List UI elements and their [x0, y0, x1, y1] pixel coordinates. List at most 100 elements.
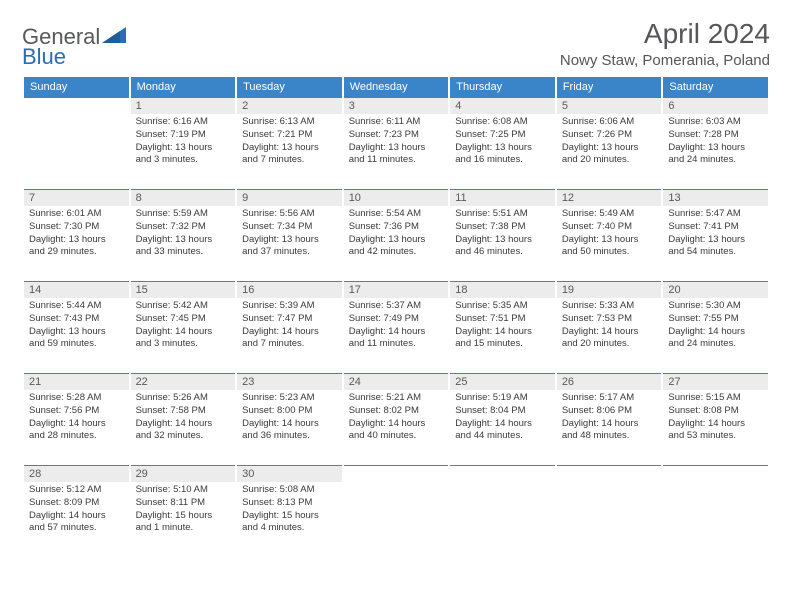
- sunrise-label: Sunrise:: [349, 300, 384, 311]
- sunset-value: 7:28 PM: [703, 129, 738, 140]
- day-info: Sunrise: 6:08 AMSunset: 7:25 PMDaylight:…: [450, 114, 555, 169]
- sunrise-value: 5:26 AM: [173, 392, 208, 403]
- sunrise-label: Sunrise:: [136, 300, 171, 311]
- sunset-label: Sunset:: [562, 129, 594, 140]
- day-number: 5: [557, 98, 662, 114]
- dow-wednesday: Wednesday: [344, 77, 449, 97]
- sunset-line: Sunset: 7:41 PM: [668, 221, 763, 234]
- daylight-label: Daylight:: [455, 234, 492, 245]
- daylight-line: Daylight: 14 hours and 7 minutes.: [242, 326, 337, 352]
- sunset-value: 7:56 PM: [64, 405, 99, 416]
- day-info: Sunrise: 5:37 AMSunset: 7:49 PMDaylight:…: [344, 298, 449, 353]
- sunset-label: Sunset:: [29, 497, 61, 508]
- day-cell: 14Sunrise: 5:44 AMSunset: 7:43 PMDayligh…: [24, 281, 129, 367]
- sunrise-label: Sunrise:: [349, 208, 384, 219]
- daylight-label: Daylight:: [136, 326, 173, 337]
- sunset-label: Sunset:: [455, 313, 487, 324]
- sunset-value: 8:11 PM: [170, 497, 205, 508]
- sunrise-line: Sunrise: 5:35 AM: [455, 300, 550, 313]
- sunset-label: Sunset:: [29, 313, 61, 324]
- sunrise-value: 5:33 AM: [599, 300, 634, 311]
- day-info: Sunrise: 5:35 AMSunset: 7:51 PMDaylight:…: [450, 298, 555, 353]
- sunset-label: Sunset:: [136, 405, 168, 416]
- sunset-value: 7:36 PM: [384, 221, 419, 232]
- day-info: Sunrise: 5:59 AMSunset: 7:32 PMDaylight:…: [131, 206, 236, 261]
- sunrise-line: Sunrise: 5:42 AM: [136, 300, 231, 313]
- sunrise-value: 5:42 AM: [173, 300, 208, 311]
- sunrise-line: Sunrise: 6:11 AM: [349, 116, 444, 129]
- day-cell: 25Sunrise: 5:19 AMSunset: 8:04 PMDayligh…: [450, 373, 555, 459]
- sunset-value: 7:41 PM: [703, 221, 738, 232]
- sunset-value: 7:40 PM: [597, 221, 632, 232]
- daylight-label: Daylight:: [29, 510, 66, 521]
- daylight-line: Daylight: 13 hours and 3 minutes.: [136, 142, 231, 168]
- sunset-line: Sunset: 7:40 PM: [562, 221, 657, 234]
- day-cell: 6Sunrise: 6:03 AMSunset: 7:28 PMDaylight…: [663, 97, 768, 183]
- sunset-line: Sunset: 7:43 PM: [29, 313, 124, 326]
- day-cell: 13Sunrise: 5:47 AMSunset: 7:41 PMDayligh…: [663, 189, 768, 275]
- day-cell: 1Sunrise: 6:16 AMSunset: 7:19 PMDaylight…: [131, 97, 236, 183]
- sunrise-value: 5:23 AM: [280, 392, 315, 403]
- daylight-line: Daylight: 14 hours and 48 minutes.: [562, 418, 657, 444]
- sunrise-value: 5:19 AM: [493, 392, 528, 403]
- sunrise-line: Sunrise: 5:15 AM: [668, 392, 763, 405]
- day-info: Sunrise: 6:01 AMSunset: 7:30 PMDaylight:…: [24, 206, 129, 261]
- sunrise-value: 5:28 AM: [67, 392, 102, 403]
- day-info: Sunrise: 5:47 AMSunset: 7:41 PMDaylight:…: [663, 206, 768, 261]
- sunset-line: Sunset: 7:45 PM: [136, 313, 231, 326]
- sunrise-value: 5:37 AM: [386, 300, 421, 311]
- daylight-line: Daylight: 13 hours and 20 minutes.: [562, 142, 657, 168]
- week-row: 7Sunrise: 6:01 AMSunset: 7:30 PMDaylight…: [24, 189, 768, 275]
- day-number: 8: [131, 190, 236, 206]
- daylight-label: Daylight:: [562, 234, 599, 245]
- day-cell: 22Sunrise: 5:26 AMSunset: 7:58 PMDayligh…: [131, 373, 236, 459]
- calendar-body: 1Sunrise: 6:16 AMSunset: 7:19 PMDaylight…: [24, 97, 768, 551]
- day-info: Sunrise: 6:13 AMSunset: 7:21 PMDaylight:…: [237, 114, 342, 169]
- month-title: April 2024: [560, 18, 770, 50]
- daylight-line: Daylight: 13 hours and 24 minutes.: [668, 142, 763, 168]
- sunset-label: Sunset:: [562, 221, 594, 232]
- day-number: 20: [663, 282, 768, 298]
- daylight-line: Daylight: 13 hours and 37 minutes.: [242, 234, 337, 260]
- sunset-value: 7:45 PM: [170, 313, 205, 324]
- sunrise-line: Sunrise: 6:06 AM: [562, 116, 657, 129]
- day-number: 7: [24, 190, 129, 206]
- sunrise-label: Sunrise:: [562, 116, 597, 127]
- daylight-line: Daylight: 13 hours and 46 minutes.: [455, 234, 550, 260]
- daylight-label: Daylight:: [136, 234, 173, 245]
- week-row: 14Sunrise: 5:44 AMSunset: 7:43 PMDayligh…: [24, 281, 768, 367]
- sunrise-value: 5:08 AM: [280, 484, 315, 495]
- sunrise-label: Sunrise:: [136, 392, 171, 403]
- sunrise-line: Sunrise: 5:33 AM: [562, 300, 657, 313]
- day-number: 15: [131, 282, 236, 298]
- sunset-label: Sunset:: [242, 405, 274, 416]
- day-cell: 28Sunrise: 5:12 AMSunset: 8:09 PMDayligh…: [24, 465, 129, 551]
- dow-thursday: Thursday: [450, 77, 555, 97]
- day-number: 22: [131, 374, 236, 390]
- sunrise-label: Sunrise:: [668, 116, 703, 127]
- day-info: Sunrise: 5:15 AMSunset: 8:08 PMDaylight:…: [663, 390, 768, 445]
- sunset-line: Sunset: 8:09 PM: [29, 497, 124, 510]
- day-info: Sunrise: 6:11 AMSunset: 7:23 PMDaylight:…: [344, 114, 449, 169]
- brand-text-blue: Blue: [22, 44, 66, 70]
- day-cell: 17Sunrise: 5:37 AMSunset: 7:49 PMDayligh…: [344, 281, 449, 367]
- day-number: 12: [557, 190, 662, 206]
- sunrise-value: 5:49 AM: [599, 208, 634, 219]
- sunset-line: Sunset: 8:13 PM: [242, 497, 337, 510]
- day-cell: 26Sunrise: 5:17 AMSunset: 8:06 PMDayligh…: [557, 373, 662, 459]
- sunrise-line: Sunrise: 5:54 AM: [349, 208, 444, 221]
- daylight-line: Daylight: 13 hours and 54 minutes.: [668, 234, 763, 260]
- day-cell: 24Sunrise: 5:21 AMSunset: 8:02 PMDayligh…: [344, 373, 449, 459]
- day-number: 25: [450, 374, 555, 390]
- daylight-label: Daylight:: [668, 234, 705, 245]
- sunset-value: 7:25 PM: [490, 129, 525, 140]
- sunset-line: Sunset: 8:08 PM: [668, 405, 763, 418]
- daylight-line: Daylight: 14 hours and 36 minutes.: [242, 418, 337, 444]
- sunrise-value: 5:54 AM: [386, 208, 421, 219]
- sunrise-line: Sunrise: 6:03 AM: [668, 116, 763, 129]
- daylight-label: Daylight:: [349, 234, 386, 245]
- day-number: 23: [237, 374, 342, 390]
- daylight-label: Daylight:: [242, 142, 279, 153]
- daylight-line: Daylight: 13 hours and 11 minutes.: [349, 142, 444, 168]
- daylight-line: Daylight: 14 hours and 3 minutes.: [136, 326, 231, 352]
